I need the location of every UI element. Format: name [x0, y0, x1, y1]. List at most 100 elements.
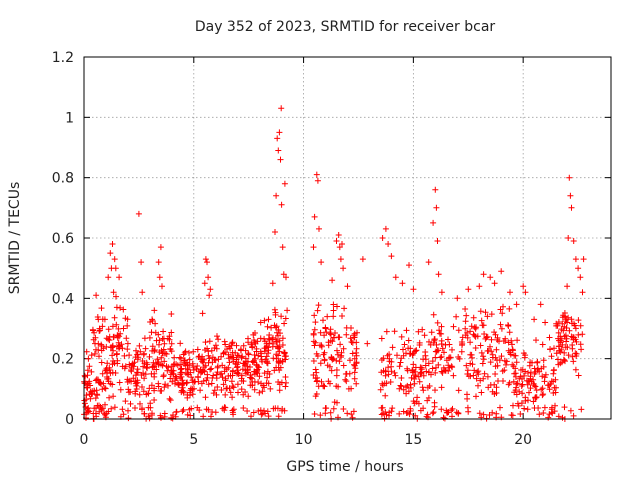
data-point	[199, 310, 206, 317]
data-point	[214, 369, 221, 376]
data-point	[121, 365, 128, 372]
data-point	[275, 358, 282, 365]
data-point	[119, 406, 126, 413]
data-point	[578, 406, 585, 413]
data-point	[93, 405, 99, 412]
data-point	[405, 337, 412, 344]
data-point	[165, 382, 171, 389]
data-point	[314, 307, 321, 314]
data-point	[151, 348, 158, 355]
data-point	[90, 410, 97, 417]
data-point	[109, 323, 116, 330]
data-point	[382, 372, 389, 379]
y-tick-label: 0.4	[52, 291, 74, 307]
data-point	[477, 377, 484, 384]
data-point	[310, 372, 317, 378]
data-point	[389, 344, 396, 351]
data-point	[237, 346, 244, 353]
data-point	[547, 346, 554, 353]
data-point	[540, 410, 547, 416]
data-point	[264, 323, 271, 330]
data-point	[497, 404, 503, 411]
data-point	[211, 387, 218, 394]
data-point	[430, 219, 437, 226]
data-point	[566, 327, 573, 334]
data-point	[155, 259, 162, 266]
data-point	[125, 415, 132, 422]
data-point	[245, 393, 252, 400]
y-tick-label: 0.2	[52, 352, 74, 368]
data-point	[117, 330, 124, 337]
data-point	[253, 369, 260, 376]
data-point	[311, 213, 318, 220]
data-point	[273, 192, 280, 199]
data-point	[271, 322, 278, 329]
data-point	[267, 385, 274, 392]
data-point	[321, 349, 328, 356]
data-point	[254, 338, 261, 345]
data-point	[148, 382, 155, 389]
data-point	[184, 411, 191, 418]
data-point	[432, 369, 439, 376]
data-point	[179, 380, 186, 387]
data-point	[342, 376, 349, 383]
data-point	[343, 378, 350, 385]
data-point	[151, 387, 158, 394]
data-point	[565, 314, 572, 321]
data-point	[140, 363, 147, 370]
data-point	[415, 328, 422, 335]
data-point	[116, 343, 123, 350]
data-point	[193, 365, 200, 372]
data-point	[465, 286, 472, 293]
data-point	[502, 335, 509, 342]
data-point	[106, 394, 113, 401]
data-point	[501, 357, 508, 364]
data-point	[117, 304, 124, 311]
data-point	[411, 400, 418, 407]
data-point	[142, 371, 149, 378]
data-point	[475, 382, 481, 389]
data-point	[206, 292, 213, 299]
data-point	[385, 241, 392, 247]
data-point	[214, 363, 221, 370]
data-point	[155, 383, 162, 390]
data-point	[86, 363, 93, 370]
data-point	[570, 358, 577, 365]
data-point	[539, 392, 546, 399]
data-point	[438, 341, 445, 347]
data-point	[463, 312, 470, 319]
data-point	[161, 384, 168, 391]
data-point	[458, 348, 465, 355]
data-point	[533, 394, 540, 401]
data-point	[567, 192, 574, 199]
data-point	[348, 411, 355, 418]
data-point	[478, 349, 485, 356]
data-point	[499, 368, 506, 375]
data-point	[151, 347, 158, 353]
data-point	[180, 388, 187, 395]
data-point	[147, 404, 154, 411]
data-point	[353, 345, 360, 352]
data-point	[330, 307, 337, 314]
data-point	[145, 413, 152, 420]
data-point	[438, 368, 445, 375]
data-point	[230, 384, 237, 391]
data-point	[208, 365, 215, 372]
data-point	[398, 333, 405, 340]
data-point	[126, 361, 133, 368]
data-point	[229, 349, 236, 356]
data-point	[400, 346, 406, 353]
data-point	[425, 394, 432, 401]
data-point	[438, 384, 445, 391]
data-point	[209, 359, 216, 366]
data-point	[537, 301, 544, 308]
data-point	[341, 305, 348, 312]
data-point	[432, 186, 439, 193]
data-point	[94, 314, 101, 320]
data-point	[249, 378, 256, 385]
data-point	[159, 362, 166, 369]
data-point	[557, 349, 564, 355]
data-point	[209, 409, 216, 415]
y-tick-label: 1.2	[52, 50, 74, 66]
data-point	[282, 356, 289, 363]
